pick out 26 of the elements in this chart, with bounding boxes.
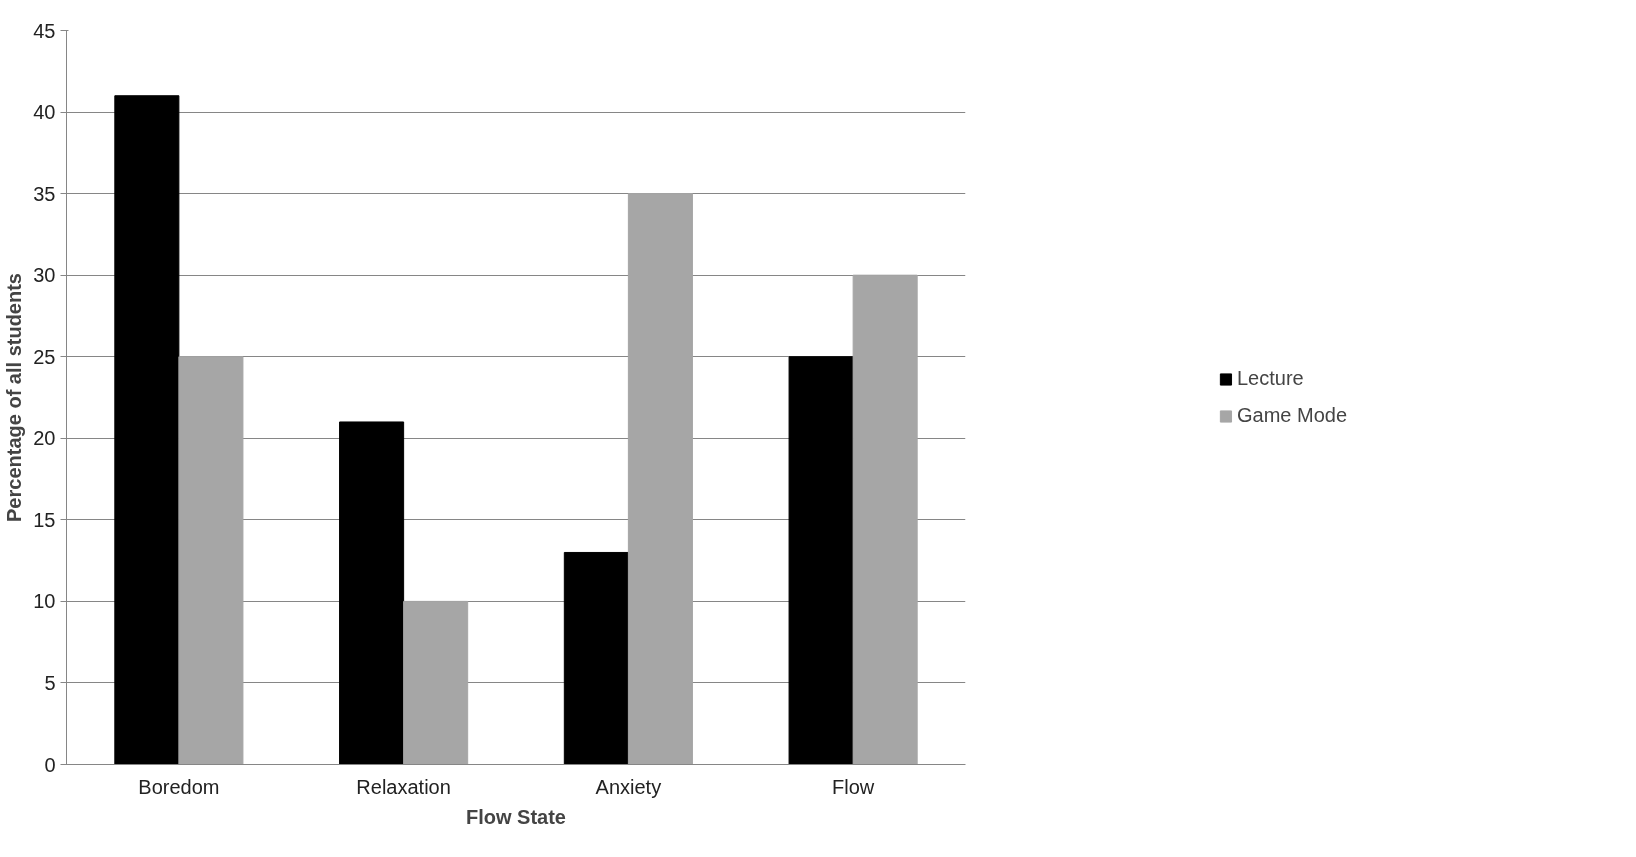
- y-tick-label: 25: [33, 345, 56, 368]
- y-tick-label: 5: [44, 671, 56, 694]
- x-tick-label: Anxiety: [595, 775, 662, 798]
- bar: [178, 356, 244, 765]
- y-tick-label: 0: [44, 753, 56, 776]
- bar: [403, 600, 469, 765]
- bar: [852, 274, 918, 765]
- legend-label: Game Mode: [1236, 404, 1348, 427]
- y-tick-label: 40: [33, 101, 56, 124]
- bar: [339, 421, 405, 765]
- y-axis-title: Percentage of all students: [3, 273, 26, 522]
- bar: [627, 193, 693, 765]
- bar: [788, 356, 854, 765]
- x-tick-label: Boredom: [138, 775, 220, 798]
- bar: [114, 95, 180, 765]
- y-tick-label: 30: [33, 264, 56, 287]
- legend-label: Lecture: [1236, 367, 1304, 390]
- y-tick-label: 45: [33, 19, 56, 42]
- bar: [563, 551, 629, 765]
- y-tick-label: 10: [33, 590, 56, 613]
- y-tick-label: 35: [33, 182, 56, 205]
- x-axis-title: Flow State: [466, 805, 567, 828]
- y-tick-label: 15: [33, 508, 56, 531]
- y-tick-label: 20: [33, 427, 56, 450]
- x-tick-label: Relaxation: [356, 775, 451, 798]
- x-tick-label: Flow: [832, 775, 875, 798]
